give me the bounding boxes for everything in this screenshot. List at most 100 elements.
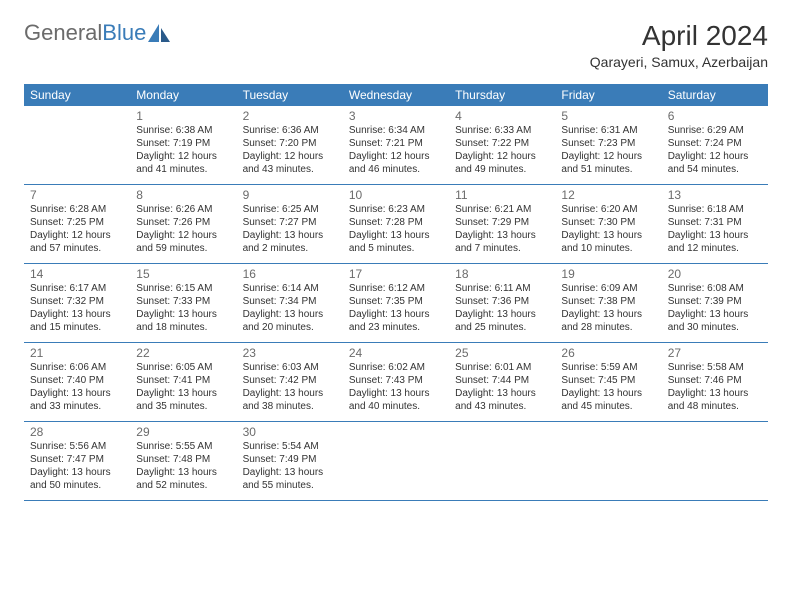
day-cell: 2Sunrise: 6:36 AMSunset: 7:20 PMDaylight… (237, 106, 343, 184)
day-number: 6 (668, 109, 762, 123)
logo-word2: Blue (102, 20, 146, 45)
weekday-monday: Monday (130, 84, 236, 106)
sunset: Sunset: 7:39 PM (668, 295, 762, 308)
day-cell: 29Sunrise: 5:55 AMSunset: 7:48 PMDayligh… (130, 422, 236, 500)
day-info: Sunrise: 6:29 AMSunset: 7:24 PMDaylight:… (668, 124, 762, 176)
sunset: Sunset: 7:33 PM (136, 295, 230, 308)
day-info: Sunrise: 6:33 AMSunset: 7:22 PMDaylight:… (455, 124, 549, 176)
sunset: Sunset: 7:31 PM (668, 216, 762, 229)
daylight: Daylight: 12 hours and 41 minutes. (136, 150, 230, 176)
sunrise: Sunrise: 6:34 AM (349, 124, 443, 137)
day-number: 25 (455, 346, 549, 360)
sunset: Sunset: 7:36 PM (455, 295, 549, 308)
week-row: 28Sunrise: 5:56 AMSunset: 7:47 PMDayligh… (24, 422, 768, 501)
day-info: Sunrise: 6:02 AMSunset: 7:43 PMDaylight:… (349, 361, 443, 413)
day-number: 27 (668, 346, 762, 360)
day-number: 21 (30, 346, 124, 360)
day-cell: 30Sunrise: 5:54 AMSunset: 7:49 PMDayligh… (237, 422, 343, 500)
day-info: Sunrise: 6:06 AMSunset: 7:40 PMDaylight:… (30, 361, 124, 413)
day-info: Sunrise: 6:21 AMSunset: 7:29 PMDaylight:… (455, 203, 549, 255)
sunset: Sunset: 7:22 PM (455, 137, 549, 150)
logo-text: GeneralBlue (24, 20, 146, 46)
daylight: Daylight: 13 hours and 10 minutes. (561, 229, 655, 255)
day-number: 30 (243, 425, 337, 439)
day-cell: 14Sunrise: 6:17 AMSunset: 7:32 PMDayligh… (24, 264, 130, 342)
sunset: Sunset: 7:20 PM (243, 137, 337, 150)
day-info: Sunrise: 6:05 AMSunset: 7:41 PMDaylight:… (136, 361, 230, 413)
day-info: Sunrise: 5:58 AMSunset: 7:46 PMDaylight:… (668, 361, 762, 413)
day-cell: 15Sunrise: 6:15 AMSunset: 7:33 PMDayligh… (130, 264, 236, 342)
sunset: Sunset: 7:28 PM (349, 216, 443, 229)
day-info: Sunrise: 6:25 AMSunset: 7:27 PMDaylight:… (243, 203, 337, 255)
day-cell: 3Sunrise: 6:34 AMSunset: 7:21 PMDaylight… (343, 106, 449, 184)
sunset: Sunset: 7:41 PM (136, 374, 230, 387)
daylight: Daylight: 13 hours and 20 minutes. (243, 308, 337, 334)
daylight: Daylight: 13 hours and 38 minutes. (243, 387, 337, 413)
sunrise: Sunrise: 6:25 AM (243, 203, 337, 216)
day-cell (662, 422, 768, 500)
day-cell: 9Sunrise: 6:25 AMSunset: 7:27 PMDaylight… (237, 185, 343, 263)
sunrise: Sunrise: 5:59 AM (561, 361, 655, 374)
daylight: Daylight: 13 hours and 45 minutes. (561, 387, 655, 413)
day-info: Sunrise: 6:08 AMSunset: 7:39 PMDaylight:… (668, 282, 762, 334)
day-info: Sunrise: 6:18 AMSunset: 7:31 PMDaylight:… (668, 203, 762, 255)
sunrise: Sunrise: 6:08 AM (668, 282, 762, 295)
day-cell: 10Sunrise: 6:23 AMSunset: 7:28 PMDayligh… (343, 185, 449, 263)
weekday-tuesday: Tuesday (237, 84, 343, 106)
sunrise: Sunrise: 5:58 AM (668, 361, 762, 374)
sunrise: Sunrise: 6:21 AM (455, 203, 549, 216)
location: Qarayeri, Samux, Azerbaijan (590, 54, 768, 70)
daylight: Daylight: 13 hours and 25 minutes. (455, 308, 549, 334)
day-cell (449, 422, 555, 500)
daylight: Daylight: 13 hours and 2 minutes. (243, 229, 337, 255)
day-cell: 6Sunrise: 6:29 AMSunset: 7:24 PMDaylight… (662, 106, 768, 184)
week-row: 14Sunrise: 6:17 AMSunset: 7:32 PMDayligh… (24, 264, 768, 343)
sunset: Sunset: 7:30 PM (561, 216, 655, 229)
sunrise: Sunrise: 6:11 AM (455, 282, 549, 295)
day-cell: 7Sunrise: 6:28 AMSunset: 7:25 PMDaylight… (24, 185, 130, 263)
calendar: Sunday Monday Tuesday Wednesday Thursday… (24, 84, 768, 501)
sunset: Sunset: 7:23 PM (561, 137, 655, 150)
daylight: Daylight: 12 hours and 46 minutes. (349, 150, 443, 176)
daylight: Daylight: 13 hours and 48 minutes. (668, 387, 762, 413)
day-cell: 28Sunrise: 5:56 AMSunset: 7:47 PMDayligh… (24, 422, 130, 500)
day-number: 1 (136, 109, 230, 123)
sunrise: Sunrise: 6:03 AM (243, 361, 337, 374)
sunrise: Sunrise: 6:38 AM (136, 124, 230, 137)
daylight: Daylight: 13 hours and 30 minutes. (668, 308, 762, 334)
day-number: 22 (136, 346, 230, 360)
day-cell: 12Sunrise: 6:20 AMSunset: 7:30 PMDayligh… (555, 185, 661, 263)
daylight: Daylight: 13 hours and 7 minutes. (455, 229, 549, 255)
day-cell: 13Sunrise: 6:18 AMSunset: 7:31 PMDayligh… (662, 185, 768, 263)
day-info: Sunrise: 6:38 AMSunset: 7:19 PMDaylight:… (136, 124, 230, 176)
day-cell: 20Sunrise: 6:08 AMSunset: 7:39 PMDayligh… (662, 264, 768, 342)
day-info: Sunrise: 5:56 AMSunset: 7:47 PMDaylight:… (30, 440, 124, 492)
day-cell: 27Sunrise: 5:58 AMSunset: 7:46 PMDayligh… (662, 343, 768, 421)
daylight: Daylight: 13 hours and 35 minutes. (136, 387, 230, 413)
day-cell: 24Sunrise: 6:02 AMSunset: 7:43 PMDayligh… (343, 343, 449, 421)
sunrise: Sunrise: 5:55 AM (136, 440, 230, 453)
day-cell: 22Sunrise: 6:05 AMSunset: 7:41 PMDayligh… (130, 343, 236, 421)
day-info: Sunrise: 5:55 AMSunset: 7:48 PMDaylight:… (136, 440, 230, 492)
sunset: Sunset: 7:26 PM (136, 216, 230, 229)
day-number: 7 (30, 188, 124, 202)
sunset: Sunset: 7:27 PM (243, 216, 337, 229)
day-number: 26 (561, 346, 655, 360)
week-row: 7Sunrise: 6:28 AMSunset: 7:25 PMDaylight… (24, 185, 768, 264)
daylight: Daylight: 13 hours and 33 minutes. (30, 387, 124, 413)
day-number: 4 (455, 109, 549, 123)
sunset: Sunset: 7:38 PM (561, 295, 655, 308)
sunset: Sunset: 7:25 PM (30, 216, 124, 229)
day-cell: 8Sunrise: 6:26 AMSunset: 7:26 PMDaylight… (130, 185, 236, 263)
day-number: 19 (561, 267, 655, 281)
day-number: 18 (455, 267, 549, 281)
sunrise: Sunrise: 6:05 AM (136, 361, 230, 374)
day-cell: 21Sunrise: 6:06 AMSunset: 7:40 PMDayligh… (24, 343, 130, 421)
day-number: 16 (243, 267, 337, 281)
weeks-container: 1Sunrise: 6:38 AMSunset: 7:19 PMDaylight… (24, 106, 768, 501)
day-info: Sunrise: 6:36 AMSunset: 7:20 PMDaylight:… (243, 124, 337, 176)
header: GeneralBlue April 2024 Qarayeri, Samux, … (24, 20, 768, 70)
sunset: Sunset: 7:42 PM (243, 374, 337, 387)
weekday-saturday: Saturday (662, 84, 768, 106)
sunset: Sunset: 7:43 PM (349, 374, 443, 387)
